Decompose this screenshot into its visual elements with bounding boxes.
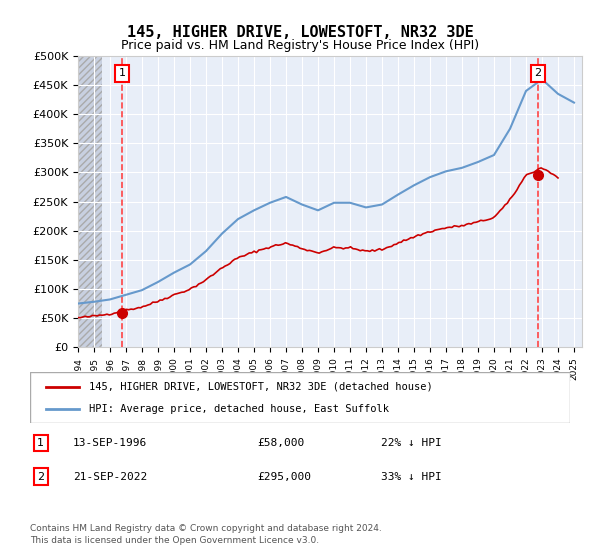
Text: £295,000: £295,000 xyxy=(257,472,311,482)
Text: This data is licensed under the Open Government Licence v3.0.: This data is licensed under the Open Gov… xyxy=(30,536,319,545)
Text: Price paid vs. HM Land Registry's House Price Index (HPI): Price paid vs. HM Land Registry's House … xyxy=(121,39,479,52)
Text: 13-SEP-1996: 13-SEP-1996 xyxy=(73,438,148,448)
Text: HPI: Average price, detached house, East Suffolk: HPI: Average price, detached house, East… xyxy=(89,404,389,414)
Text: 2: 2 xyxy=(37,472,44,482)
Text: 22% ↓ HPI: 22% ↓ HPI xyxy=(381,438,442,448)
Text: 21-SEP-2022: 21-SEP-2022 xyxy=(73,472,148,482)
Text: 145, HIGHER DRIVE, LOWESTOFT, NR32 3DE: 145, HIGHER DRIVE, LOWESTOFT, NR32 3DE xyxy=(127,25,473,40)
Text: 33% ↓ HPI: 33% ↓ HPI xyxy=(381,472,442,482)
Text: 1: 1 xyxy=(119,68,125,78)
Text: £58,000: £58,000 xyxy=(257,438,304,448)
Text: 1: 1 xyxy=(37,438,44,448)
FancyBboxPatch shape xyxy=(30,372,570,423)
Text: 145, HIGHER DRIVE, LOWESTOFT, NR32 3DE (detached house): 145, HIGHER DRIVE, LOWESTOFT, NR32 3DE (… xyxy=(89,381,433,391)
Text: Contains HM Land Registry data © Crown copyright and database right 2024.: Contains HM Land Registry data © Crown c… xyxy=(30,524,382,533)
Bar xyxy=(78,56,102,347)
Text: 2: 2 xyxy=(535,68,542,78)
